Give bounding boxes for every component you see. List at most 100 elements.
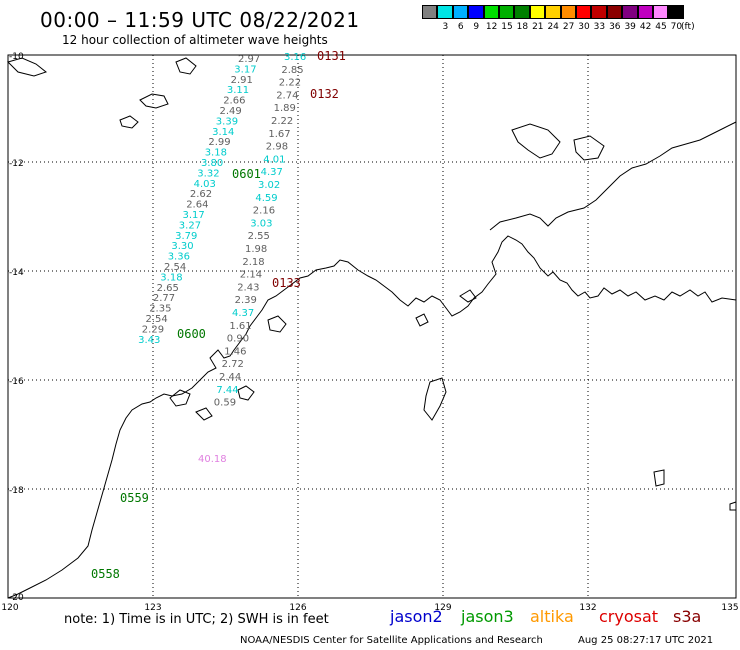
lon-labels: 120 123 126 129 132 135 (1, 603, 738, 613)
footnote: note: 1) Time is in UTC; 2) SWH is in fe… (64, 612, 329, 627)
wave-height-value: 3.18 (160, 272, 182, 283)
legend-swatch (576, 5, 592, 19)
legend-swatch (622, 5, 638, 19)
wave-height-value: 3.36 (168, 252, 190, 263)
legend-swatch (668, 5, 684, 19)
wave-height-value: 2.44 (219, 372, 241, 383)
wave-height-value: 2.98 (266, 142, 288, 153)
wave-height-value: 2.77 (153, 293, 175, 304)
wave-height-value: 2.39 (235, 295, 257, 306)
legend-swatch (637, 5, 653, 19)
time-label: 0132 (310, 87, 339, 101)
legend-label: 33 (593, 22, 606, 32)
legend-label: 15 (501, 22, 513, 32)
wave-height-value: 3.18 (205, 148, 227, 159)
wave-height-value: 2.16 (253, 206, 275, 217)
lat-label: -12 (9, 159, 24, 169)
wave-height-value: 3.02 (258, 180, 280, 191)
wave-height-value: 2.22 (271, 116, 293, 127)
time-label: 0131 (317, 49, 346, 63)
sat-jason3: jason3 (461, 607, 514, 626)
lat-label: -18 (9, 486, 24, 496)
wave-height-value: 3.11 (227, 85, 249, 96)
wave-height-value: 3.30 (171, 241, 193, 252)
wave-height-value: 3.17 (234, 64, 256, 75)
coastline (7, 57, 737, 599)
legend-label: 24 (547, 22, 559, 32)
wave-height-value: 2.74 (276, 90, 298, 101)
legend-label: 36 (609, 22, 621, 32)
legend-unit: (ft) (681, 22, 695, 32)
high-wave-value: 40.18 (198, 454, 227, 465)
legend-swatch (499, 5, 515, 19)
legend-swatch (514, 5, 530, 19)
legend-label: 18 (516, 22, 529, 32)
wave-height-value: 0.90 (227, 334, 249, 345)
wave-height-value: 2.62 (190, 189, 212, 200)
lat-label: -14 (9, 268, 24, 278)
wave-height-value: 2.43 (237, 282, 259, 293)
lon-label: 135 (721, 603, 738, 613)
wave-height-value: 1.46 (224, 346, 246, 357)
generated-timestamp: Aug 25 08:27:17 UTC 2021 (578, 635, 714, 646)
sat-s3a: s3a (673, 607, 702, 626)
wave-height-value: 3.14 (212, 127, 234, 138)
wave-height-value: 0.59 (214, 398, 236, 409)
wave-height-value: 2.18 (242, 257, 264, 268)
lat-labels: -10 -12 -14 -16 -18 -20 (9, 52, 24, 603)
legend-swatch (468, 5, 484, 19)
sat-cryosat: cryosat (599, 607, 659, 626)
legend-label: 42 (639, 22, 652, 32)
wave-height-value: 2.85 (281, 65, 303, 76)
wave-height-value: 3.79 (175, 231, 197, 242)
left-altimeter-track: 2.973.172.913.112.662.493.393.142.993.18… (138, 54, 260, 346)
lon-label: 129 (434, 603, 451, 613)
legend-label: 3 (442, 22, 449, 32)
map-subtitle: 12 hour collection of altimeter wave hei… (62, 33, 328, 47)
legend-swatch (437, 5, 453, 19)
time-label: 0600 (177, 327, 206, 341)
sat-altika: altika (530, 607, 574, 626)
legend-swatch (529, 5, 546, 19)
legend-label: 9 (473, 22, 480, 32)
legend-label: 6 (457, 22, 464, 32)
wave-height-value: 2.55 (248, 231, 270, 242)
legend-label: 21 (532, 22, 544, 32)
legend-label: 39 (624, 22, 636, 32)
wave-height-value: 3.32 (197, 168, 219, 179)
legend-swatch (653, 5, 669, 19)
lat-label: -10 (9, 52, 24, 62)
legend-label: 12 (485, 22, 498, 32)
map-frame (7, 54, 737, 599)
wave-height-value: 2.66 (223, 96, 245, 107)
wave-height-value: 3.27 (179, 220, 201, 231)
time-label: 0133 (272, 276, 301, 290)
wave-height-value: 2.35 (149, 304, 171, 315)
wave-height-value: 3.80 (201, 158, 223, 169)
lon-label: 120 (1, 603, 18, 613)
wave-height-value: 2.65 (157, 283, 179, 294)
wave-height-value: 1.61 (229, 321, 251, 332)
sat-jason2: jason2 (390, 607, 443, 626)
wave-height-value: 2.99 (208, 137, 230, 148)
legend-label: 30 (578, 22, 590, 32)
legend-swatch (591, 5, 607, 19)
wave-height-value: 3.17 (183, 210, 205, 221)
lon-label: 123 (144, 603, 161, 613)
grid (8, 55, 736, 598)
lon-label: 126 (289, 603, 306, 613)
wave-height-value: 4.37 (232, 308, 254, 319)
time-label: 0558 (91, 567, 120, 581)
legend-label: 27 (562, 22, 575, 32)
wave-height-value: 7.44 (216, 385, 238, 396)
wave-height-value: 2.91 (231, 75, 253, 86)
credit-line: NOAA/NESDIS Center for Satellite Applica… (240, 635, 543, 646)
lat-label: -16 (9, 377, 24, 387)
legend-swatch (483, 5, 499, 19)
wave-height-value: 2.97 (238, 54, 260, 65)
wave-height-value: 2.72 (222, 359, 244, 370)
wave-height-value: 1.89 (274, 103, 296, 114)
wave-height-value: 3.39 (216, 116, 238, 127)
wave-height-value: 3.43 (138, 335, 160, 346)
